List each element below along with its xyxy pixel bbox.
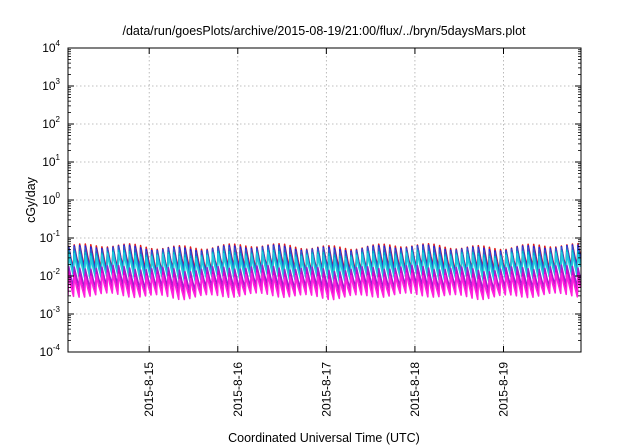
y-axis: 10-4 10-3 10-2 10-1 100 101 102 103 104 xyxy=(40,39,581,359)
x-axis-label: Coordinated Universal Time (UTC) xyxy=(228,431,420,445)
y-tick-label: 10-4 xyxy=(40,343,61,359)
y-tick-label: 101 xyxy=(42,153,60,169)
x-tick-label: 2015-8-18 xyxy=(408,362,422,417)
x-tick-label: 2015-8-19 xyxy=(496,362,510,417)
x-tick-label: 2015-8-15 xyxy=(142,362,156,417)
grid xyxy=(68,48,581,352)
y-tick-label: 100 xyxy=(42,191,60,207)
chart-title: /data/run/goesPlots/archive/2015-08-19/2… xyxy=(122,24,526,38)
y-tick-label: 10-1 xyxy=(40,229,61,245)
x-axis: 2015-8-15 2015-8-16 2015-8-17 2015-8-18 2015… xyxy=(142,48,510,417)
series-group xyxy=(68,242,581,301)
x-tick-label: 2015-8-16 xyxy=(231,362,245,417)
y-tick-label: 103 xyxy=(42,77,60,93)
y-tick-label: 102 xyxy=(42,115,60,131)
x-tick-label: 2015-8-17 xyxy=(319,362,333,417)
series-line xyxy=(68,272,581,301)
y-axis-label: cGy/day xyxy=(24,176,38,223)
y-tick-label: 104 xyxy=(42,39,60,55)
y-tick-label: 10-2 xyxy=(40,267,61,283)
series-line xyxy=(68,251,581,283)
y-tick-label: 10-3 xyxy=(40,305,61,321)
